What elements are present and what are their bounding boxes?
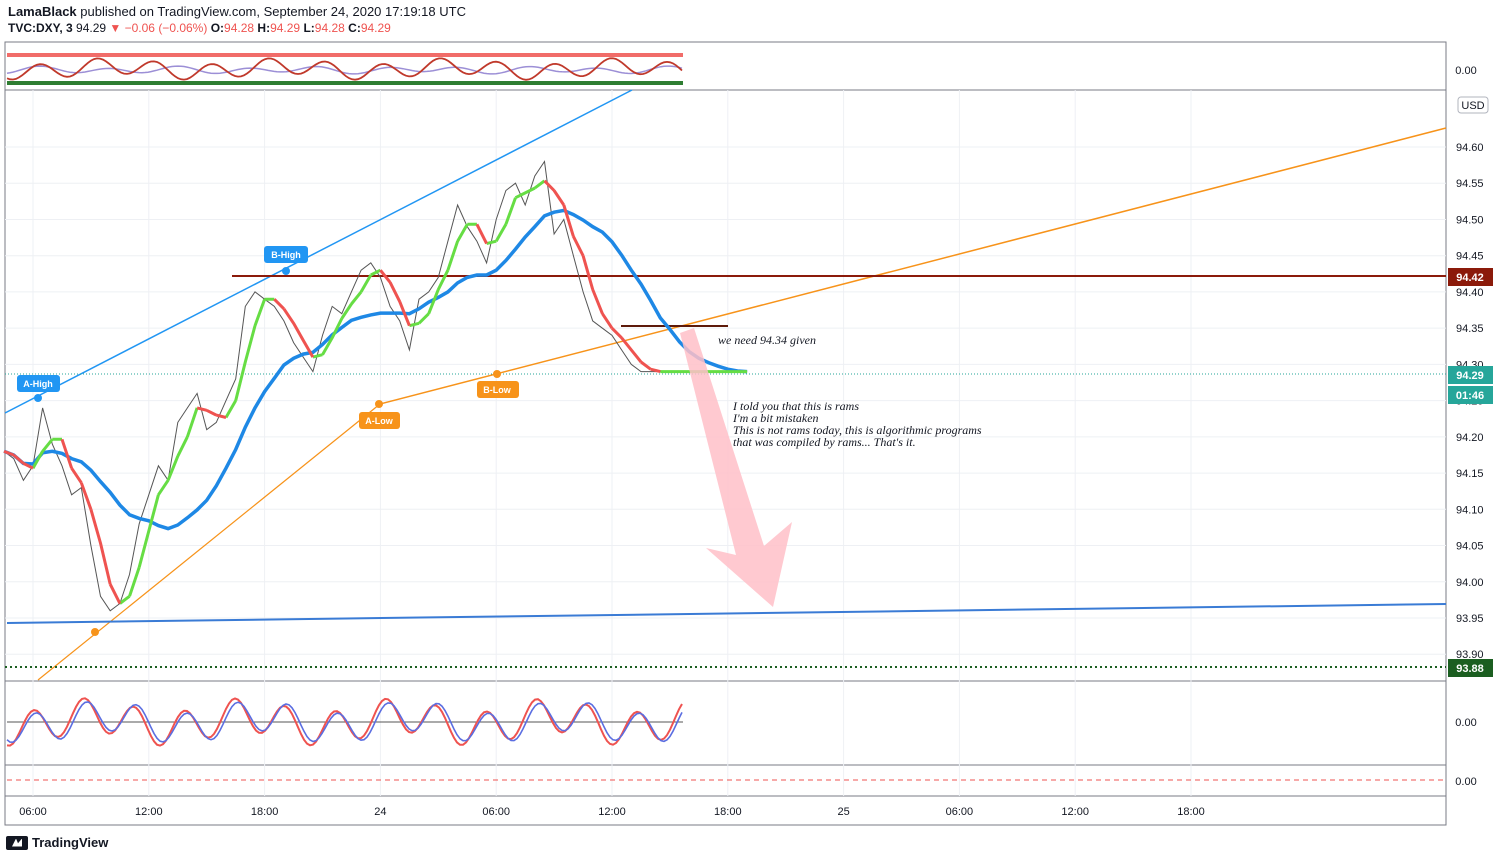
y-tick-label: 94.10	[1456, 504, 1484, 516]
a-high-marker[interactable]: A-High	[17, 375, 60, 402]
x-tick-label: 06:00	[19, 806, 47, 818]
y-tick-label: 94.55	[1456, 178, 1484, 190]
x-tick-label: 25	[837, 806, 849, 818]
b-low-label: B-Low	[483, 385, 511, 395]
x-tick-label: 18:00	[1177, 806, 1205, 818]
stoch-d-line	[6, 701, 683, 744]
upper-channel-line[interactable]	[4, 89, 633, 414]
bottom-osc2-zero: 0.00	[1455, 776, 1476, 788]
y-tick-label: 94.05	[1456, 541, 1484, 553]
top-osc-zero: 0.00	[1455, 65, 1476, 77]
grid	[5, 90, 1446, 796]
bottom-osc-zero: 0.00	[1455, 717, 1476, 729]
symbol-legend: TVC:DXY, 3 94.29 ▼ −0.06 (−0.06%) O:94.2…	[8, 21, 391, 35]
osc-main-line	[6, 57, 683, 81]
note-commentary[interactable]: I told you that this is rams I'm a bit m…	[732, 399, 982, 449]
y-tick-label: 94.40	[1456, 287, 1484, 299]
publish-info: LamaBlack published on TradingView.com, …	[8, 4, 466, 19]
x-tick-label: 24	[374, 806, 386, 818]
x-tick-label: 06:00	[946, 806, 974, 818]
resistance-price-badge: 94.42	[1448, 268, 1493, 286]
published-text: published on TradingView.com, September …	[80, 4, 466, 19]
resistance-price: 94.42	[1456, 272, 1484, 284]
b-high-marker[interactable]: B-High	[264, 246, 308, 275]
support-price: 93.88	[1456, 663, 1484, 675]
origin-low-marker[interactable]	[91, 628, 99, 636]
y-tick-label: 94.35	[1456, 323, 1484, 335]
note-line-2: I'm a bit mistaken	[732, 411, 819, 425]
logo-text: TradingView	[32, 835, 109, 850]
y-tick-label: 94.20	[1456, 432, 1484, 444]
close-value: 94.29	[360, 21, 391, 35]
x-tick-label: 06:00	[482, 806, 510, 818]
usd-badge[interactable]: USD	[1457, 96, 1489, 114]
y-tick-label: 94.45	[1456, 251, 1484, 263]
x-tick-label: 12:00	[135, 806, 163, 818]
x-tick-label: 12:00	[1061, 806, 1089, 818]
y-tick-label: 94.50	[1456, 214, 1484, 226]
tradingview-logo[interactable]: TradingView	[6, 835, 108, 850]
price-line	[3, 160, 748, 612]
high-value: 94.29	[270, 21, 301, 35]
last-price-value: 94.29	[1456, 370, 1484, 382]
note-target[interactable]: we need 94.34 given	[718, 333, 816, 347]
lower-trend-line-1[interactable]	[37, 403, 381, 681]
chart-frame	[4, 41, 1447, 826]
open-value: 94.28	[224, 21, 255, 35]
note-line-1: I told you that this is rams	[732, 399, 859, 413]
a-high-label: A-High	[23, 379, 53, 389]
x-tick-label: 12:00	[598, 806, 626, 818]
y-tick-label: 93.90	[1456, 649, 1484, 661]
open-label: O:	[210, 21, 225, 35]
x-tick-label: 18:00	[251, 806, 279, 818]
currency-label: USD	[1461, 100, 1484, 112]
last-price-badge: 94.29 01:46	[1448, 366, 1493, 404]
last-price: 94.29	[76, 21, 107, 35]
slow-moving-average	[3, 208, 748, 531]
close-label: C:	[348, 21, 361, 35]
osc-signal-line	[6, 65, 683, 75]
low-label: L:	[303, 21, 315, 35]
b-low-marker[interactable]: B-Low	[477, 370, 519, 398]
y-tick-label: 93.95	[1456, 613, 1484, 625]
price-change: ▼ −0.06 (−0.06%)	[109, 21, 208, 35]
a-low-label: A-Low	[365, 416, 393, 426]
y-tick-label: 94.15	[1456, 468, 1484, 480]
low-value: 94.28	[314, 21, 345, 35]
forecast-arrow[interactable]	[680, 328, 792, 607]
b-high-label: B-High	[271, 250, 301, 260]
y-tick-label: 94.60	[1456, 142, 1484, 154]
tradingview-logo-icon	[6, 835, 28, 850]
top-oscillator	[6, 53, 683, 85]
fast-moving-average	[31, 179, 748, 605]
x-tick-label: 18:00	[714, 806, 742, 818]
author-name[interactable]: LamaBlack	[8, 4, 77, 19]
fast-moving-average-down	[3, 179, 661, 605]
high-label: H:	[257, 21, 271, 35]
support-channel-line[interactable]	[6, 603, 1447, 624]
support-price-badge: 93.88	[1448, 659, 1493, 677]
lower-trend-line-2[interactable]	[379, 127, 1447, 405]
y-tick-label: 94.00	[1456, 577, 1484, 589]
symbol-name[interactable]: TVC:DXY, 3	[8, 21, 73, 35]
note-line-4: that was compiled by rams... That's it.	[733, 435, 916, 449]
bar-countdown: 01:46	[1456, 390, 1484, 402]
a-low-marker[interactable]: A-Low	[359, 400, 400, 429]
note-line-3: This is not rams today, this is algorith…	[733, 423, 982, 437]
time-axis[interactable]: 06:00 12:00 18:00 24 06:00 12:00 18:00 25 06:00 1…	[19, 806, 1205, 818]
